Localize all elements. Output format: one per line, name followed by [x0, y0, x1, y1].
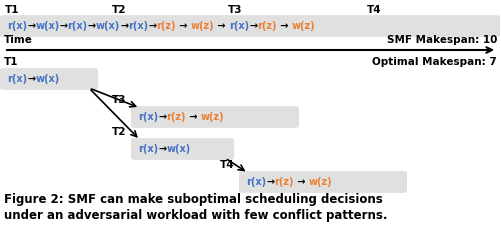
FancyBboxPatch shape	[0, 15, 500, 37]
FancyBboxPatch shape	[239, 171, 407, 193]
Text: T3: T3	[228, 5, 242, 15]
Text: under an adversarial workload with few conflict patterns.: under an adversarial workload with few c…	[4, 210, 387, 223]
Text: T1: T1	[5, 5, 20, 15]
Text: r(z): r(z)	[274, 177, 294, 187]
Text: →: →	[120, 21, 128, 31]
Text: T4: T4	[220, 160, 234, 170]
Text: →: →	[186, 112, 200, 122]
FancyBboxPatch shape	[131, 138, 234, 160]
Text: r(x): r(x)	[7, 21, 27, 31]
Text: →: →	[266, 177, 274, 187]
FancyBboxPatch shape	[0, 68, 98, 90]
Text: Figure 2: SMF can make suboptimal scheduling decisions: Figure 2: SMF can make suboptimal schedu…	[4, 194, 383, 206]
Text: r(x): r(x)	[7, 74, 27, 84]
Text: r(x): r(x)	[229, 21, 249, 31]
Text: w(z): w(z)	[200, 112, 224, 122]
Text: →: →	[294, 177, 309, 187]
Text: →: →	[148, 21, 156, 31]
Text: T2: T2	[112, 5, 126, 15]
Text: r(x): r(x)	[246, 177, 266, 187]
Text: T3: T3	[112, 95, 126, 105]
FancyBboxPatch shape	[131, 106, 299, 128]
Text: w(x): w(x)	[35, 74, 60, 84]
Text: r(x): r(x)	[138, 144, 158, 154]
Text: w(x): w(x)	[35, 21, 60, 31]
Text: →: →	[27, 74, 35, 84]
Text: →: →	[158, 144, 166, 154]
Text: r(z): r(z)	[258, 21, 277, 31]
Text: →: →	[277, 21, 292, 31]
Text: r(x): r(x)	[128, 21, 148, 31]
Text: →: →	[249, 21, 258, 31]
Text: w(x): w(x)	[96, 21, 120, 31]
Text: →: →	[158, 112, 166, 122]
Text: SMF Makespan: 10: SMF Makespan: 10	[387, 35, 497, 45]
Text: T2: T2	[112, 127, 126, 137]
Text: →: →	[60, 21, 68, 31]
Text: →: →	[176, 21, 191, 31]
Text: w(z): w(z)	[191, 21, 214, 31]
Text: r(x): r(x)	[68, 21, 88, 31]
Text: w(z): w(z)	[292, 21, 316, 31]
Text: w(x): w(x)	[166, 144, 190, 154]
Text: w(z): w(z)	[309, 177, 332, 187]
Text: r(z): r(z)	[156, 21, 176, 31]
Text: →: →	[27, 21, 35, 31]
Text: T1: T1	[4, 57, 19, 67]
Text: T4: T4	[367, 5, 382, 15]
Text: r(z): r(z)	[166, 112, 186, 122]
Text: →: →	[88, 21, 96, 31]
Text: →: →	[214, 21, 229, 31]
Text: Time: Time	[4, 35, 33, 45]
Text: r(x): r(x)	[138, 112, 158, 122]
Text: Optimal Makespan: 7: Optimal Makespan: 7	[372, 57, 497, 67]
